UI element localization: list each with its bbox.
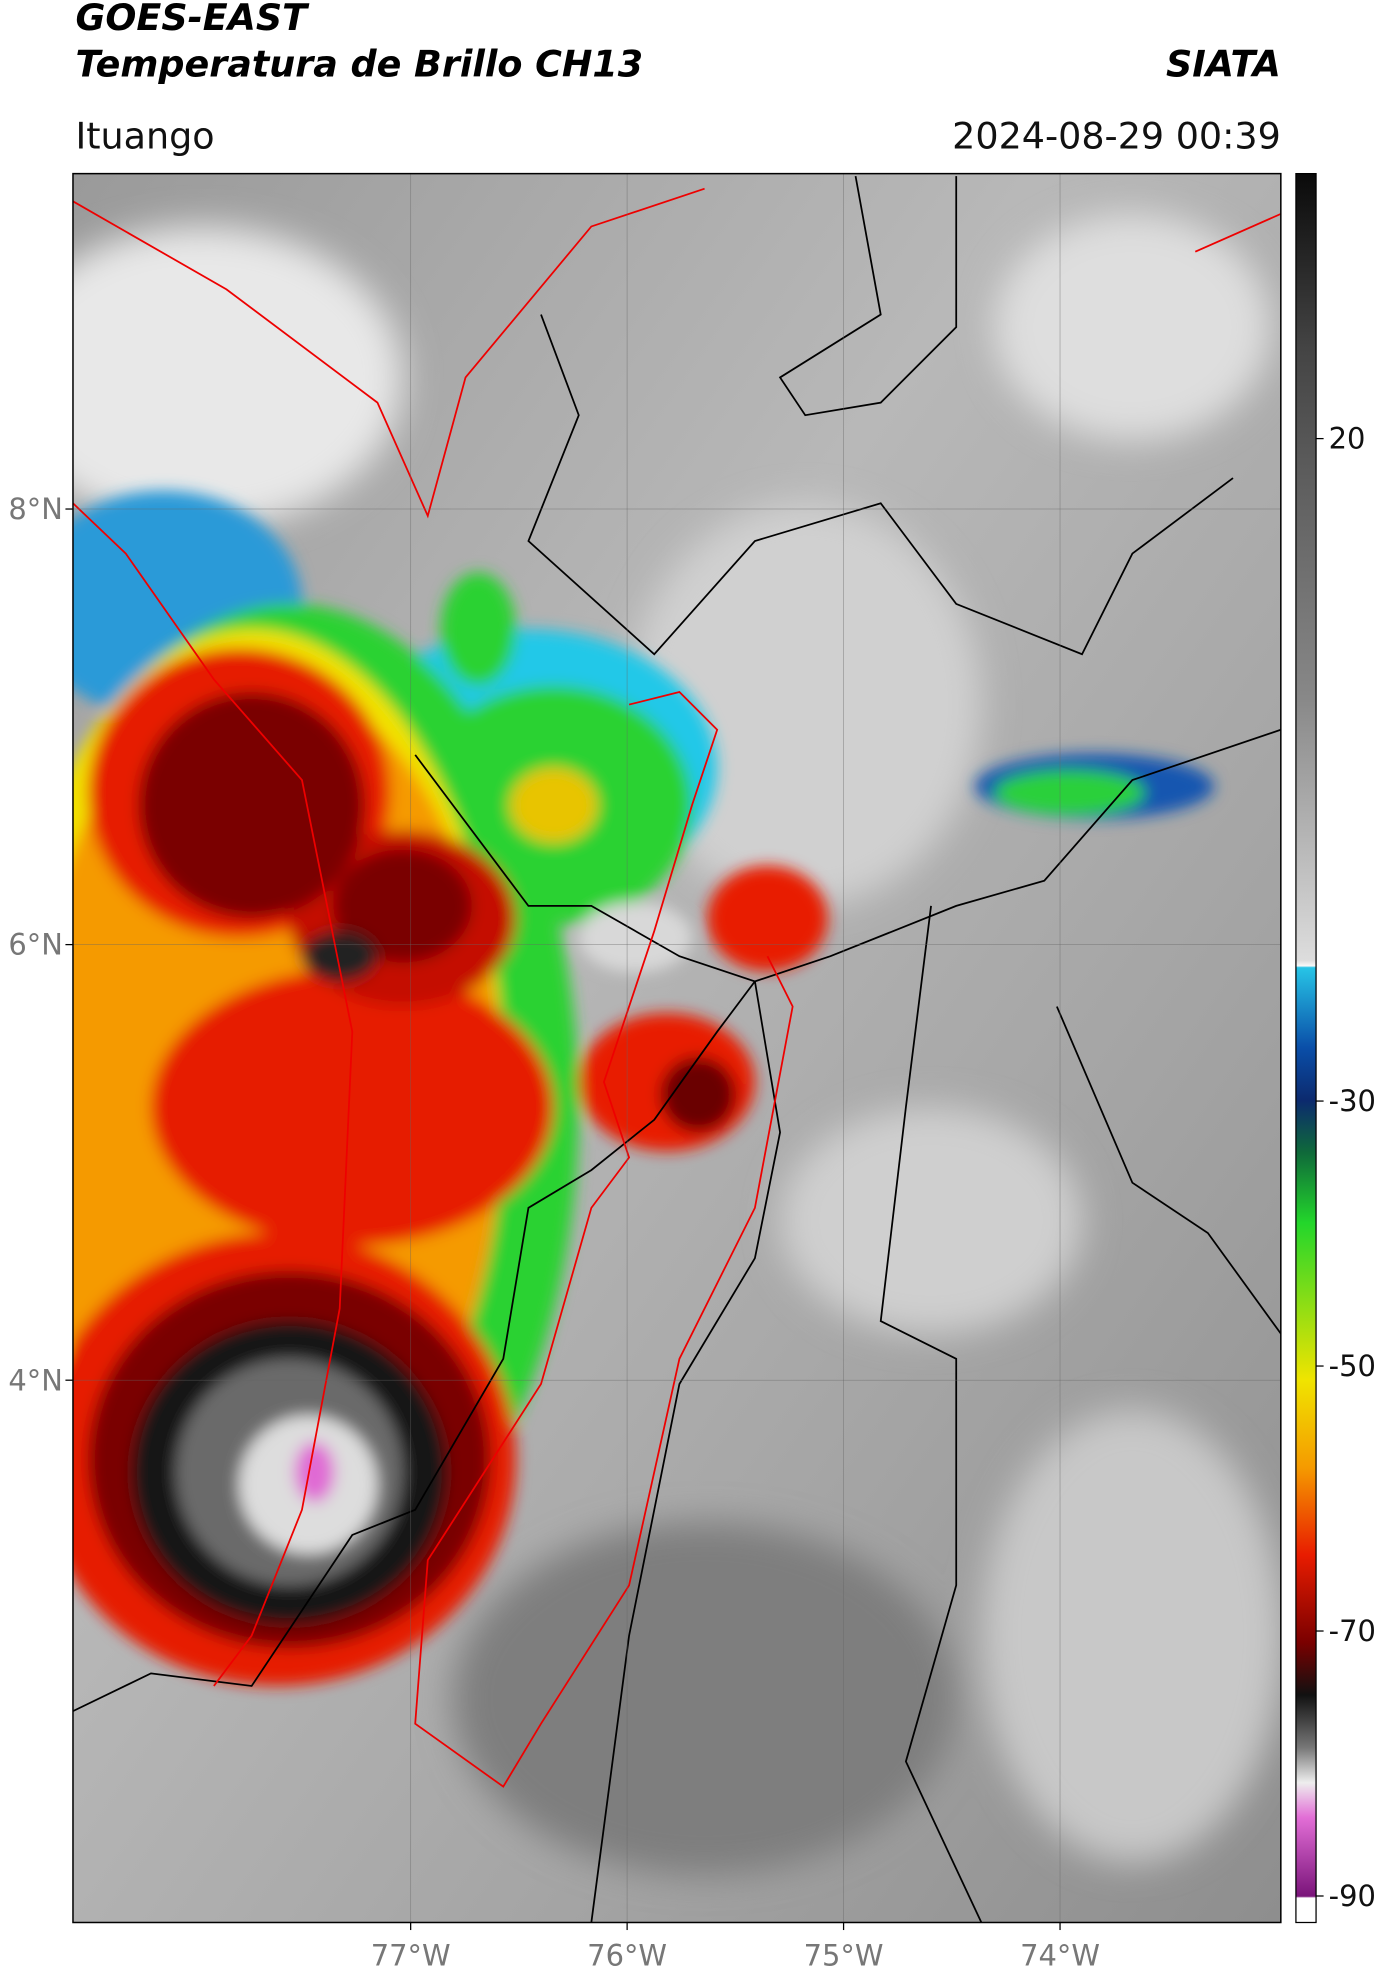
colorbar-tick-label: -30 [1329,1084,1376,1118]
colorbar-tick-label: -50 [1329,1349,1376,1383]
y-tick-label: 8°N [8,492,63,526]
graticule [72,173,1281,1923]
satellite-image [72,173,1281,1923]
location: Ituango [75,114,214,157]
x-tick-label: 74°W [1020,1938,1100,1972]
colorbar [1295,172,1317,1924]
subtitle: Temperatura de Brillo CH13 [75,43,643,86]
y-tick-label: 6°N [8,928,63,962]
colorbar-tick-label: 20 [1329,422,1366,456]
colorbar-tick-label: -70 [1329,1614,1376,1648]
title: GOES-EAST [75,0,310,39]
x-tick-label: 77°W [371,1938,451,1972]
source: SIATA [1166,43,1281,86]
x-tick-label: 75°W [804,1938,884,1972]
datetime: 2024-08-29 00:39 [952,114,1281,157]
x-tick-label: 76°W [587,1938,667,1972]
y-tick-label: 4°N [8,1363,63,1397]
colorbar-tick-label: -90 [1329,1879,1376,1913]
map-frame [72,172,1282,1924]
